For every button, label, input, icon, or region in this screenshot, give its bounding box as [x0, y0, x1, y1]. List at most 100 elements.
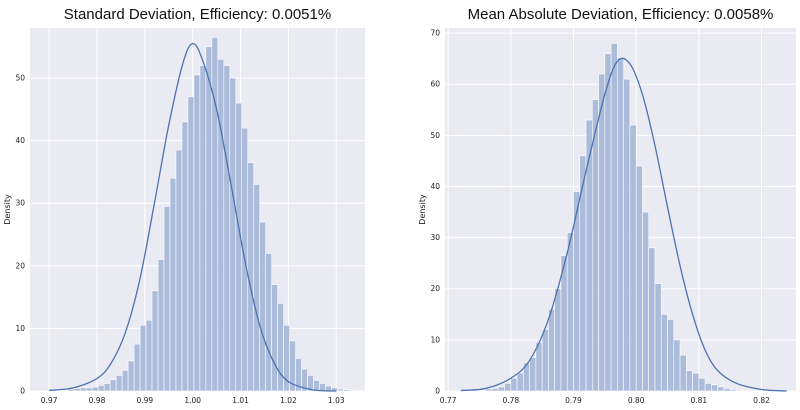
kde-line: [49, 42, 337, 392]
histogram-bar: [313, 380, 320, 392]
histogram-bar: [355, 390, 362, 392]
histogram-bar: [579, 155, 587, 392]
histogram-bar: [259, 221, 266, 392]
histogram-bar: [103, 383, 111, 392]
histogram-bar: [199, 65, 207, 392]
histogram-bar: [541, 329, 549, 392]
histogram-bar: [193, 74, 201, 392]
histogram-bar: [265, 253, 272, 392]
histogram-bar: [175, 149, 183, 392]
histogram-bar: [187, 96, 195, 392]
x-tick-label: 0.97: [41, 396, 58, 405]
x-tick-label: 1.03: [328, 396, 345, 405]
histogram-bar: [642, 211, 650, 392]
x-tick-label: 0.79: [565, 396, 582, 405]
y-tick-label: 0: [20, 387, 25, 396]
histogram-bar: [610, 43, 618, 392]
histogram-bar: [211, 37, 219, 392]
x-tick-label: 1.02: [280, 396, 297, 405]
histogram-bar: [704, 383, 712, 392]
histogram-bar: [723, 388, 731, 392]
histogram-bar: [169, 177, 177, 392]
x-tick-label: 1.01: [232, 396, 249, 405]
y-tick-label: 30: [15, 199, 25, 208]
histogram-bar: [145, 319, 153, 392]
histogram-bar: [554, 288, 562, 392]
histogram-bar: [109, 379, 117, 392]
chart-title: Mean Absolute Deviation, Efficiency: 0.0…: [468, 6, 774, 23]
histogram-bar: [729, 389, 737, 392]
y-tick-label: 40: [430, 182, 440, 191]
histogram-bar: [343, 389, 350, 392]
histogram-bar: [271, 284, 278, 392]
histogram-bar: [115, 375, 123, 392]
y-tick-label: 50: [430, 131, 440, 140]
x-tick-label: 0.98: [89, 396, 106, 405]
histogram-bar: [692, 372, 700, 392]
histogram-bar: [163, 206, 171, 392]
histogram-bar: [673, 339, 681, 392]
y-tick-label: 70: [430, 29, 440, 38]
histogram-bar: [85, 387, 93, 392]
histogram-bar: [698, 377, 706, 392]
histogram-bar: [235, 102, 243, 392]
chart-panel-mad: 0 10 20 30 40 50 60 70 0.77 0.78 0.79 0.80 0.81 0.82 D…: [418, 6, 796, 405]
histogram-bar: [491, 388, 499, 392]
histogram-bar: [717, 386, 725, 392]
x-tick-label: 0.81: [690, 396, 707, 405]
histogram-bar: [686, 370, 693, 392]
histogram-bar: [548, 308, 555, 392]
chart-title: Standard Deviation, Efficiency: 0.0051%: [64, 6, 331, 23]
y-tick-label: 20: [430, 284, 440, 293]
histogram-bar: [121, 370, 129, 392]
histogram-bar: [617, 58, 624, 392]
histogram-bar: [660, 314, 668, 392]
histogram-bar: [157, 259, 165, 392]
histogram-bar: [133, 343, 141, 392]
histogram-bar: [181, 121, 189, 392]
histogram-bar: [566, 232, 574, 392]
y-tick-label: 10: [15, 324, 25, 333]
histogram-bar: [229, 77, 237, 392]
histogram-bar: [604, 53, 612, 392]
histogram-bar: [654, 283, 662, 392]
y-tick-label: 50: [15, 74, 25, 83]
histogram-bar: [635, 165, 643, 392]
histogram-bar: [73, 388, 81, 392]
histogram-bar: [679, 354, 687, 392]
histogram-bar: [79, 387, 87, 392]
histogram-bar: [349, 389, 356, 392]
histogram-bar: [67, 388, 75, 392]
histogram-bar: [205, 46, 213, 392]
x-tick-label: 0.82: [753, 396, 770, 405]
histogram-bar: [253, 184, 261, 392]
y-tick-label: 0: [435, 387, 440, 396]
histogram-bar: [529, 357, 537, 392]
y-axis-label: Density: [3, 194, 12, 225]
histogram-bar: [510, 377, 518, 392]
histogram-bar: [151, 290, 159, 392]
chart-panel-std: 0 10 20 30 40 50 0.97 0.98 0.99 1.00 1.01 1.02 1.03 D…: [3, 6, 365, 405]
histogram-bar: [277, 303, 284, 392]
histogram-bar: [711, 384, 718, 392]
kde-line: [460, 57, 787, 392]
histogram-bar: [485, 388, 493, 392]
histogram-bar: [504, 383, 512, 392]
y-tick-label: 60: [430, 80, 440, 89]
histogram-bar: [598, 73, 606, 392]
histogram-bar: [629, 124, 637, 392]
y-tick-label: 30: [430, 233, 440, 242]
histogram-bar: [319, 383, 326, 392]
histogram-bar: [497, 386, 505, 392]
x-tick-label: 1.00: [184, 396, 201, 405]
histogram-bar: [91, 386, 99, 392]
histogram-bar: [217, 58, 225, 392]
histogram-bar: [127, 360, 135, 392]
y-tick-label: 40: [15, 136, 25, 145]
histogram-bar: [648, 247, 656, 392]
histogram-bar: [337, 388, 344, 392]
histogram-bar: [97, 385, 105, 392]
histogram-bar: [139, 324, 147, 392]
